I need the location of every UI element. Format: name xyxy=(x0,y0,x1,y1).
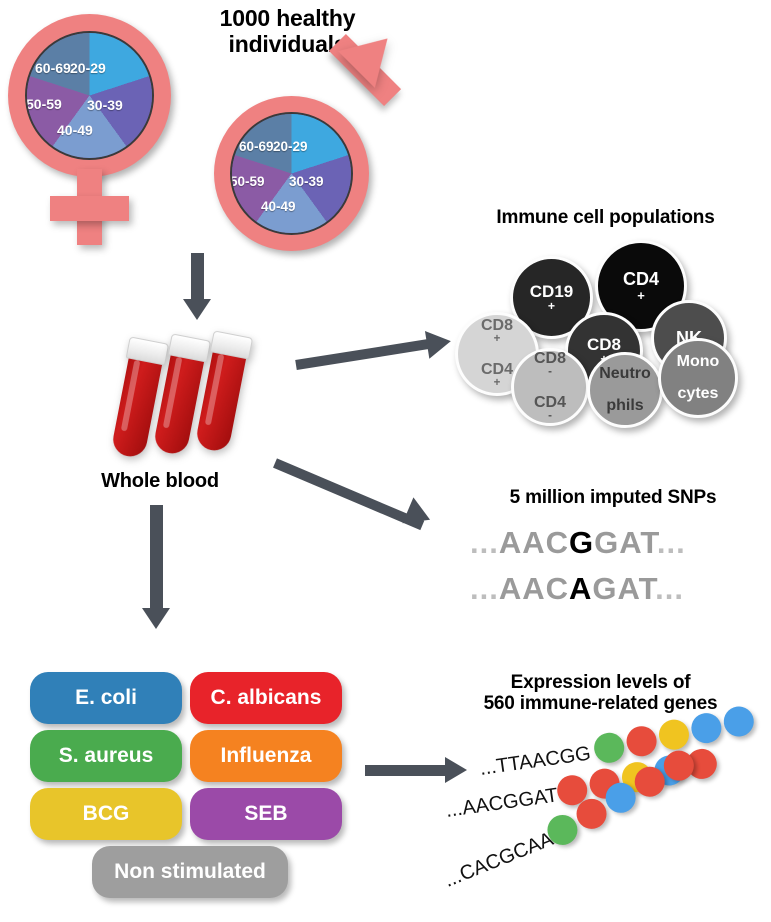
bubble-cd8neg-cd4neg: CD8- CD4- xyxy=(511,348,589,426)
cohort-title-line2: individuals xyxy=(228,30,347,57)
bead xyxy=(592,730,627,765)
expression-title: Expression levels of 560 immune-related … xyxy=(430,672,771,715)
snp-sequences: ...AACGGAT... ...AACAGAT... xyxy=(470,525,760,615)
female-age-pie: 20-29 30-39 40-49 50-59 60-69 xyxy=(25,31,154,160)
strand-sequence: ...AACGGAT xyxy=(444,784,560,822)
immune-cell-bubbles: CD19+ CD4+ NK CD8+ CD4+ CD8+ CD8- CD4- xyxy=(455,240,771,428)
male-seg-20-29: 20-29 xyxy=(273,139,308,154)
arrow-shaft xyxy=(150,505,163,610)
male-age-pie: 20-29 30-39 40-49 50-59 60-69 xyxy=(230,112,353,235)
expression-strands: ...TTAACGG ...AACGGAT ...CACGCAA xyxy=(440,704,771,920)
arrow-head xyxy=(445,757,467,783)
immune-cells-title: Immune cell populations xyxy=(496,207,715,228)
arrow-shaft xyxy=(365,765,447,776)
whole-blood-label: Whole blood xyxy=(101,470,219,492)
stimuli-panel: E. coli C. albicans S. aureus Influenza … xyxy=(30,672,350,902)
stimulus-seb[interactable]: SEB xyxy=(190,788,342,840)
bubble-monocytes: Mono cytes xyxy=(658,338,738,418)
arrow-shaft xyxy=(295,338,436,370)
cohort-title: 1000 healthy individuals xyxy=(180,5,395,58)
snp-row: ...AACGGAT... xyxy=(470,525,686,560)
female-seg-40-49: 40-49 xyxy=(57,122,93,138)
stimulus-non-stimulated[interactable]: Non stimulated xyxy=(92,846,288,898)
expression-title-line1: Expression levels of xyxy=(510,672,691,693)
arrow-head xyxy=(142,608,170,629)
female-pie-segments xyxy=(27,33,152,158)
male-seg-30-39: 30-39 xyxy=(289,174,324,189)
snps-title: 5 million imputed SNPs xyxy=(509,487,717,508)
male-seg-40-49: 40-49 xyxy=(261,199,296,214)
male-pie-segments xyxy=(232,114,351,233)
expression-title-line2: 560 immune-related genes xyxy=(483,693,718,715)
female-symbol: 20-29 30-39 40-49 50-59 60-69 xyxy=(8,14,183,245)
female-seg-20-29: 20-29 xyxy=(70,60,106,76)
bubble-neutrophils: Neutro phils xyxy=(587,352,663,428)
arrow-head xyxy=(402,497,436,533)
female-seg-60-69: 60-69 xyxy=(35,60,71,76)
male-seg-60-69: 60-69 xyxy=(239,139,274,154)
arrow-shaft xyxy=(191,253,204,301)
female-seg-30-39: 30-39 xyxy=(87,97,123,113)
whole-blood-tubes xyxy=(110,330,280,460)
arrow-head xyxy=(424,327,454,359)
male-symbol: 20-29 30-39 40-49 50-59 60-69 xyxy=(200,20,415,251)
stimulus-s-aureus[interactable]: S. aureus xyxy=(30,730,182,782)
stimulus-e-coli[interactable]: E. coli xyxy=(30,672,182,724)
female-crossbar xyxy=(50,196,129,221)
male-seg-50-59: 50-59 xyxy=(230,174,265,189)
arrow-head xyxy=(183,299,211,320)
female-seg-50-59: 50-59 xyxy=(26,96,62,112)
cohort-title-line1: 1000 healthy xyxy=(219,5,356,31)
arrow-shaft xyxy=(273,458,425,531)
stimulus-c-albicans[interactable]: C. albicans xyxy=(190,672,342,724)
bead xyxy=(657,717,691,752)
stimulus-influenza[interactable]: Influenza xyxy=(190,730,342,782)
snp-row: ...AACAGAT... xyxy=(470,571,684,606)
stimulus-bcg[interactable]: BCG xyxy=(30,788,182,840)
bead xyxy=(624,724,659,759)
bead xyxy=(689,711,724,746)
strand-sequence: ...CACGCAA xyxy=(441,828,557,892)
